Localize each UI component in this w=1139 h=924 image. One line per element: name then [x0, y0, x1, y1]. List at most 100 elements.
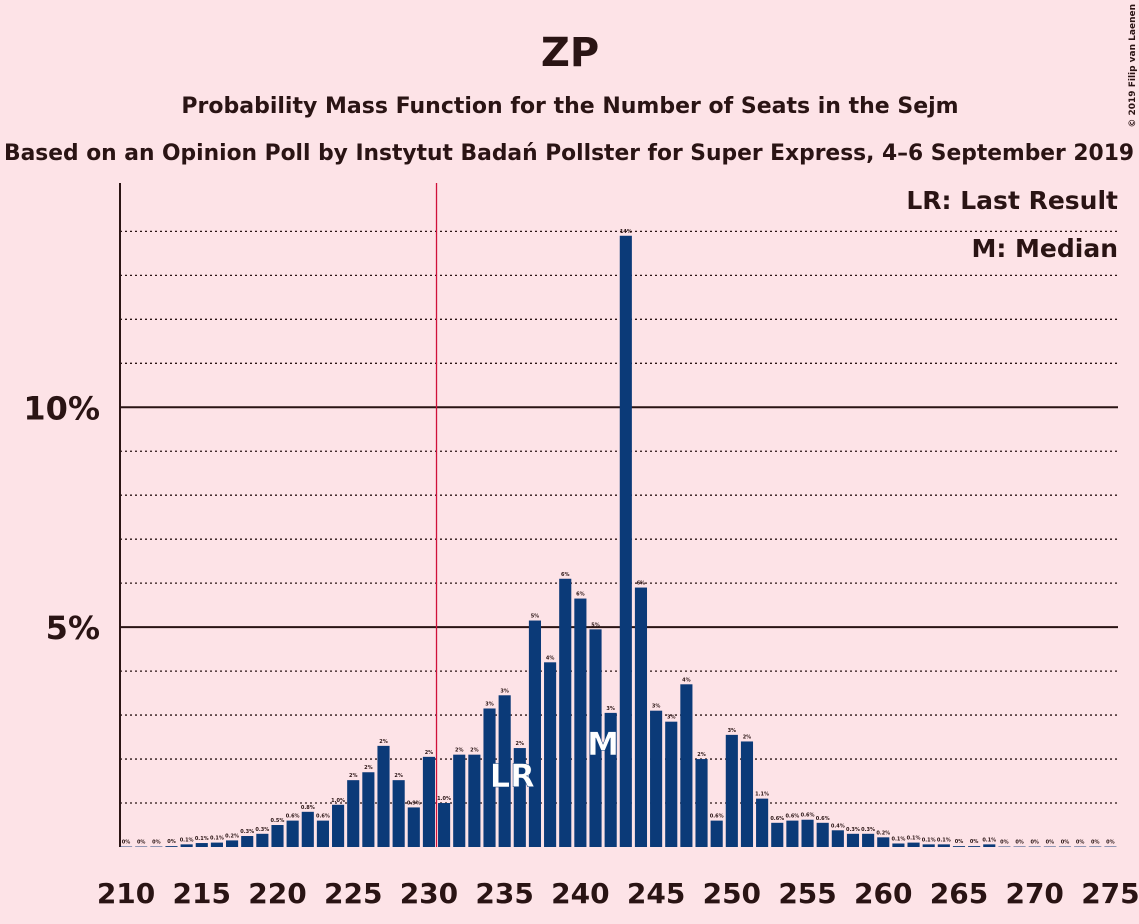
x-tick-label: 215 [173, 877, 231, 910]
bar [574, 598, 587, 847]
x-tick-label: 270 [1005, 877, 1063, 910]
value-label: 0.1% [922, 837, 936, 843]
value-label: 5% [591, 622, 600, 628]
value-label: 0% [955, 839, 964, 845]
bar [665, 721, 678, 847]
bar [619, 235, 632, 848]
value-label: 0.2% [225, 833, 239, 839]
value-label: 1.0% [331, 798, 345, 804]
value-label: 3% [728, 728, 737, 734]
value-label: 0.6% [816, 816, 830, 822]
value-label: 0% [1106, 840, 1115, 846]
bar [650, 710, 663, 847]
bar [210, 842, 223, 847]
value-label: 3% [652, 704, 661, 710]
value-label: 0% [1046, 840, 1055, 846]
bar [589, 629, 602, 847]
value-label: 0.6% [316, 814, 330, 820]
value-label: 0.6% [710, 814, 724, 820]
value-label: 0% [152, 840, 161, 846]
value-label: 0% [137, 840, 146, 846]
value-label: 2% [394, 773, 403, 779]
value-label: 0.1% [891, 836, 905, 842]
bar [316, 820, 329, 847]
value-label: 0.6% [286, 814, 300, 820]
bar [528, 620, 542, 847]
bar [604, 712, 617, 847]
value-label: 0% [1000, 840, 1009, 846]
bar [725, 734, 738, 847]
value-label: 1.0% [437, 796, 451, 802]
value-label: 0.1% [982, 837, 996, 843]
x-tick-label: 255 [778, 877, 836, 910]
value-label: 2% [364, 765, 373, 771]
bar [695, 759, 708, 847]
value-label: 0.4% [831, 823, 845, 829]
bar [877, 837, 890, 847]
value-label: 0.3% [846, 827, 860, 833]
value-label: 0.1% [937, 837, 951, 843]
marker-label: M [587, 725, 619, 763]
bar [468, 754, 481, 847]
x-tick-label: 260 [854, 877, 912, 910]
bar [862, 833, 875, 847]
x-tick-label: 265 [930, 877, 988, 910]
value-label: 0.1% [180, 837, 194, 843]
x-tick-label: 240 [551, 877, 609, 910]
chart-subtitle: Probability Mass Function for the Number… [181, 94, 958, 119]
bar [422, 756, 435, 847]
value-label: 2% [349, 773, 358, 779]
x-tick-label: 210 [97, 877, 155, 910]
value-label: 2% [516, 741, 525, 747]
value-label: 5% [531, 614, 540, 620]
legend-entry: M: Median [971, 234, 1118, 263]
bar [952, 846, 966, 847]
bar [407, 807, 420, 847]
bar [801, 819, 814, 847]
legend-entry: LR: Last Result [906, 186, 1118, 215]
bar [483, 708, 496, 847]
value-label: 2% [470, 748, 479, 754]
chart-title: ZP [541, 30, 599, 76]
value-label: 3% [667, 715, 676, 721]
bar [968, 846, 981, 847]
copyright: © 2019 Filip van Laenen [1128, 4, 1138, 128]
bar [634, 587, 648, 847]
value-label: 0% [1076, 840, 1085, 846]
bar [286, 820, 299, 847]
y-tick-label: 5% [46, 609, 100, 647]
bar [241, 836, 254, 847]
value-label: 0.9% [407, 800, 421, 806]
value-label: 0.3% [861, 827, 875, 833]
value-label: 3% [500, 688, 509, 694]
value-label: 6% [637, 581, 646, 587]
bar [332, 804, 345, 847]
bar [559, 578, 572, 847]
value-label: 0.5% [271, 818, 285, 824]
value-label: 0.1% [195, 836, 209, 842]
value-label: 0% [167, 839, 176, 845]
bar [347, 780, 360, 847]
value-label: 0% [1015, 840, 1024, 846]
bar [362, 772, 375, 847]
x-tick-label: 275 [1081, 877, 1139, 910]
value-label: 0.6% [770, 816, 784, 822]
value-label: 6% [576, 592, 585, 598]
y-tick-label: 10% [23, 389, 100, 427]
value-label: 0% [1091, 840, 1100, 846]
bar [513, 748, 526, 847]
bar [771, 822, 784, 847]
bar [816, 822, 829, 847]
value-label: 0.6% [785, 814, 799, 820]
bar [498, 695, 511, 847]
bar [756, 798, 769, 847]
value-label: 2% [697, 752, 706, 758]
bar [831, 830, 844, 847]
bar [195, 843, 208, 847]
bar [271, 825, 284, 847]
value-label: 3% [485, 701, 494, 707]
bar [710, 820, 723, 847]
value-label: 1.1% [755, 792, 769, 798]
value-label: 2% [425, 750, 434, 756]
